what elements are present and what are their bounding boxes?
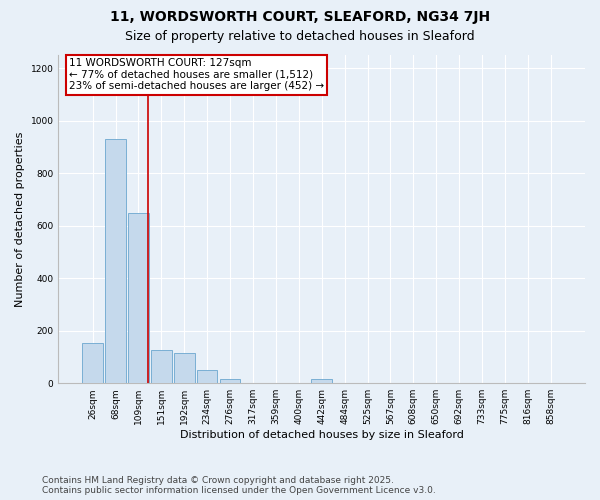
Bar <box>128 212 149 383</box>
X-axis label: Distribution of detached houses by size in Sleaford: Distribution of detached houses by size … <box>180 430 464 440</box>
Bar <box>311 380 332 383</box>
Bar <box>105 139 126 383</box>
Text: Size of property relative to detached houses in Sleaford: Size of property relative to detached ho… <box>125 30 475 43</box>
Bar <box>220 380 241 383</box>
Text: Contains HM Land Registry data © Crown copyright and database right 2025.
Contai: Contains HM Land Registry data © Crown c… <box>42 476 436 495</box>
Text: 11 WORDSWORTH COURT: 127sqm
← 77% of detached houses are smaller (1,512)
23% of : 11 WORDSWORTH COURT: 127sqm ← 77% of det… <box>69 58 324 92</box>
Bar <box>197 370 217 383</box>
Bar <box>151 350 172 383</box>
Bar <box>174 353 194 383</box>
Y-axis label: Number of detached properties: Number of detached properties <box>15 132 25 307</box>
Bar <box>82 342 103 383</box>
Text: 11, WORDSWORTH COURT, SLEAFORD, NG34 7JH: 11, WORDSWORTH COURT, SLEAFORD, NG34 7JH <box>110 10 490 24</box>
